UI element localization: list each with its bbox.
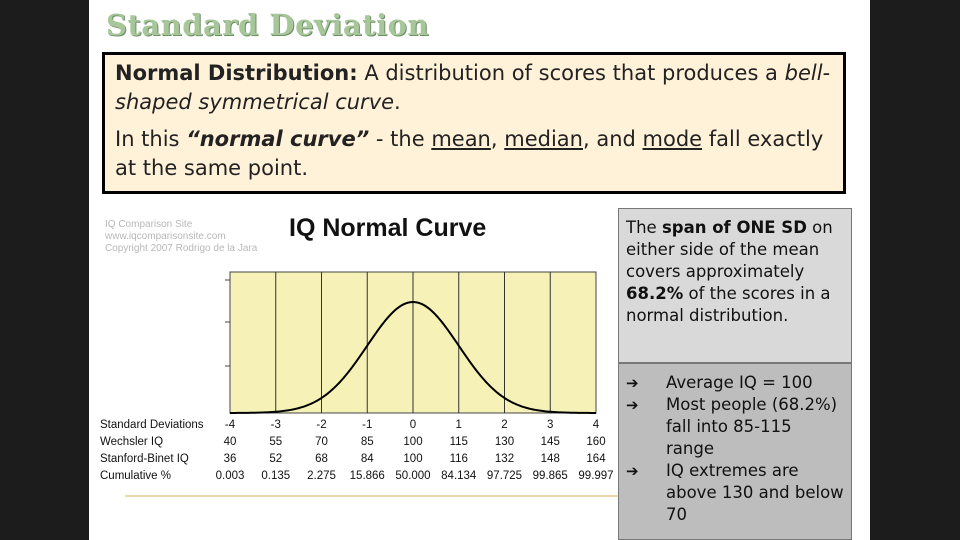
definition-text: A distribution of scores that produces a: [357, 61, 785, 85]
chart-credits: IQ Comparison Site www.iqcomparisonsite.…: [105, 219, 257, 255]
slide-title: Standard Deviation: [106, 8, 430, 42]
tick-label: 52: [269, 453, 283, 465]
tick-label: 0.135: [261, 470, 291, 482]
tick-label: 36: [223, 453, 237, 465]
iq-normal-curve-chart: [225, 271, 597, 414]
tick-label: 3: [547, 419, 554, 431]
tick-label: 0: [409, 419, 417, 431]
sd-text: of the scores in a normal distribution.: [626, 284, 831, 325]
divider: [125, 495, 619, 497]
definition-term: Normal Distribution:: [115, 61, 358, 85]
tick-label: 85: [360, 436, 374, 448]
tick-label: 148: [540, 453, 560, 465]
median-term: median: [504, 127, 583, 151]
tick-label: 116: [449, 453, 468, 465]
and-text: , and: [582, 127, 643, 151]
tick-label: 1: [455, 419, 462, 431]
normal-curve-line: [230, 300, 596, 414]
tick-label: 2: [501, 419, 508, 431]
scale-row-label: Cumulative %: [100, 470, 171, 482]
line2-intro: In this: [115, 127, 187, 151]
tick-label: 130: [494, 436, 515, 448]
tick-label: 2.275: [307, 470, 336, 482]
tick-label: 132: [494, 453, 515, 465]
tick-label: 0.003: [215, 470, 245, 482]
arrow-icon: ➔: [626, 462, 639, 480]
definition-italic: bell-shaped symmetrical curve: [115, 61, 831, 114]
scale-row-label: Standard Deviations: [100, 419, 204, 431]
sd-text: The: [626, 218, 662, 237]
bullet-text: Most people (68.2%) fall into 85-115 ran…: [666, 395, 838, 458]
credit-line: www.iqcomparisonsite.com: [105, 231, 226, 242]
line2-dash: - the: [369, 127, 432, 151]
bullet-text: IQ extremes are above 130 and below 70: [666, 461, 844, 524]
scale-row-label: Wechsler IQ: [100, 436, 164, 448]
tick-label: 40: [223, 436, 237, 448]
tick-label: 55: [269, 436, 283, 448]
definition-period: .: [394, 90, 401, 114]
tick-label: 70: [315, 436, 328, 448]
arrow-icon: ➔: [626, 374, 639, 392]
sd-text: on either side of the mean covers approx…: [626, 218, 833, 281]
tick-label: -3: [270, 419, 281, 431]
tick-label: 97.725: [486, 470, 523, 482]
tick-label: -1: [362, 419, 373, 431]
tick-label: 100: [403, 453, 423, 465]
tick-label: 100: [403, 436, 423, 448]
tick-label: 160: [586, 436, 606, 448]
iq-facts-box: ➔ Average IQ = 100 ➔ Most people (68.2%)…: [618, 363, 852, 540]
mode-term: mode: [642, 127, 703, 151]
tick-label: 99.865: [532, 470, 568, 482]
comma: ,: [490, 127, 505, 151]
definition-line-2: In this “normal curve” - the mean, media…: [115, 125, 833, 183]
normal-curve-quote: “normal curve”: [186, 127, 370, 151]
bullet-item: ➔ Average IQ = 100: [626, 372, 844, 394]
credit-line: IQ Comparison Site: [105, 219, 193, 230]
tick-label: 84.134: [441, 470, 477, 482]
tick-label: 115: [449, 436, 468, 448]
tick-label: -4: [224, 419, 236, 431]
tick-label: 84: [360, 453, 374, 465]
line2-end: fall exactly at the same point.: [115, 127, 824, 180]
tick-label: 99.997: [578, 470, 614, 482]
sd-percent: 68.2%: [626, 284, 684, 303]
sd-span-box: The span of ONE SD on either side of the…: [618, 208, 852, 363]
bullet-item: ➔ Most people (68.2%) fall into 85-115 r…: [626, 394, 844, 460]
definition-line-1: Normal Distribution: A distribution of s…: [115, 59, 833, 117]
arrow-icon: ➔: [626, 396, 639, 414]
bullet-text: Average IQ = 100: [666, 373, 813, 392]
slide: Standard Deviation Normal Distribution: …: [89, 0, 870, 540]
chart-title: IQ Normal Curve: [289, 214, 487, 242]
tick-label: 164: [586, 453, 606, 465]
sd-bold: span of ONE SD: [661, 218, 807, 237]
tick-label: -2: [316, 419, 327, 431]
credit-line: Copyright 2007 Rodrigo de la Jara: [105, 243, 258, 254]
definition-box: Normal Distribution: A distribution of s…: [102, 52, 846, 194]
tick-label: 4: [592, 419, 600, 431]
tick-label: 145: [540, 436, 560, 448]
mean-term: mean: [431, 127, 491, 151]
tick-label: 50.000: [395, 470, 431, 482]
tick-label: 15.866: [349, 470, 385, 482]
bullet-item: ➔ IQ extremes are above 130 and below 70: [626, 460, 844, 526]
tick-label: 68: [315, 453, 328, 465]
scale-row-label: Stanford-Binet IQ: [100, 453, 189, 465]
